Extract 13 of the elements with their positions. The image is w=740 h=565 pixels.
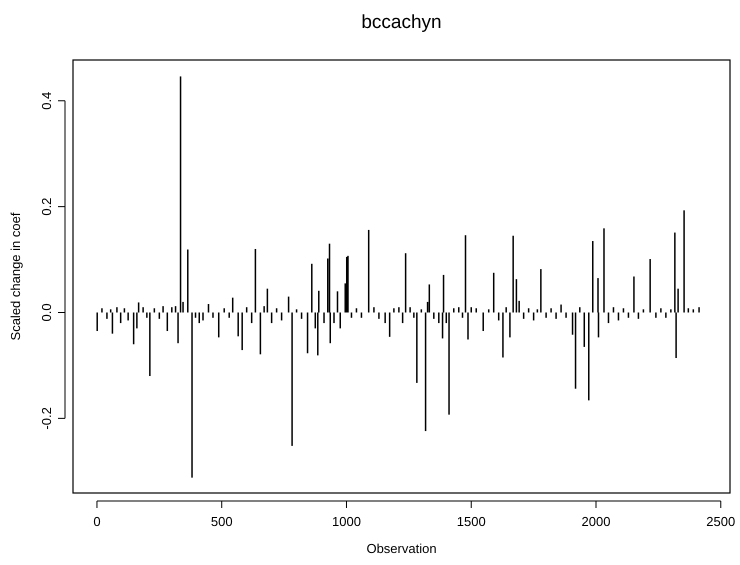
x-axis-title: Observation xyxy=(366,541,437,556)
y-tick-label: 0.4 xyxy=(39,92,54,110)
x-tick-label: 1500 xyxy=(456,514,486,529)
x-tick-label: 1000 xyxy=(332,514,361,529)
x-tick-label: 0 xyxy=(93,514,101,529)
y-axis-title: Scaled change in coef xyxy=(8,212,23,340)
y-tick-label: 0.2 xyxy=(39,198,54,216)
x-tick-label: 2500 xyxy=(706,514,736,529)
x-tick-label: 500 xyxy=(210,514,233,529)
y-tick-label: -0.2 xyxy=(39,407,54,430)
x-tick-label: 2000 xyxy=(582,514,610,529)
y-tick-label: 0.0 xyxy=(39,303,54,322)
chart-title: bccachyn xyxy=(361,12,442,33)
